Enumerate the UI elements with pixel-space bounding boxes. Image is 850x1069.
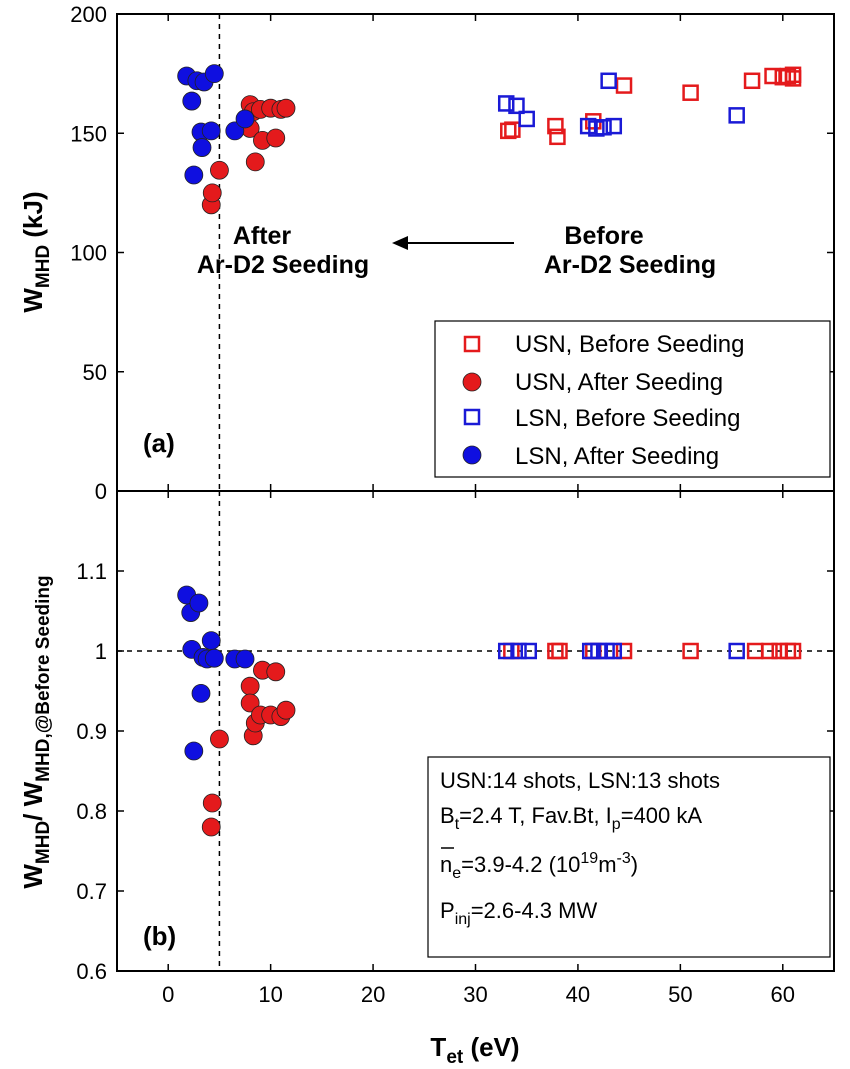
info-field-current: Bt=2.4 T, Fav.Bt, Ip=400 kA bbox=[440, 803, 702, 833]
legend-marker-usn-after bbox=[462, 372, 482, 392]
point-usn-after-seeding bbox=[240, 693, 260, 713]
point-usn-before-seeding bbox=[743, 72, 761, 90]
y-tick-label: 0.6 bbox=[76, 959, 107, 984]
annotation-before-line1: Before bbox=[564, 222, 643, 250]
legend-entry: USN, After Seeding bbox=[515, 369, 723, 396]
point-usn-before-seeding bbox=[682, 642, 699, 660]
legend-entry: LSN, After Seeding bbox=[515, 443, 719, 470]
x-tick-label: 10 bbox=[258, 982, 282, 1007]
info-power: Pinj=2.6-4.3 MW bbox=[440, 898, 597, 928]
point-usn-before-seeding bbox=[547, 117, 564, 135]
point-usn-after-seeding bbox=[266, 128, 286, 148]
point-usn-after-seeding bbox=[202, 183, 222, 203]
y-tick-label: 0.8 bbox=[76, 799, 107, 824]
y-tick-label: 1.1 bbox=[76, 559, 107, 584]
info-shots: USN:14 shots, LSN:13 shots bbox=[440, 768, 720, 793]
point-usn-after-seeding bbox=[210, 729, 229, 749]
point-usn-before-seeding bbox=[551, 642, 568, 660]
y-axis-label-b: WMHD/ WMHD,@Before Seeding bbox=[18, 575, 54, 888]
x-axis-label: Tet (eV) bbox=[430, 1032, 519, 1068]
point-lsn-after-seeding bbox=[235, 649, 255, 669]
x-tick-label: 40 bbox=[566, 982, 590, 1007]
point-usn-before-seeding bbox=[504, 121, 521, 138]
point-usn-after-seeding bbox=[266, 662, 286, 682]
legend: USN, Before Seeding USN, After Seeding L… bbox=[434, 320, 831, 478]
point-lsn-before-seeding bbox=[728, 642, 745, 660]
point-usn-after-seeding bbox=[210, 160, 229, 180]
x-tick-label: 50 bbox=[668, 982, 692, 1007]
point-usn-after-seeding bbox=[245, 152, 265, 172]
x-tick-label: 60 bbox=[771, 982, 795, 1007]
point-usn-before-seeding bbox=[682, 84, 699, 101]
point-usn-after-seeding bbox=[276, 700, 296, 720]
point-lsn-before-seeding bbox=[497, 642, 515, 660]
point-lsn-after-seeding bbox=[204, 64, 224, 84]
panel-label-a: (a) bbox=[143, 428, 175, 458]
point-lsn-after-seeding bbox=[235, 109, 255, 129]
legend-marker-lsn-before bbox=[463, 408, 481, 426]
annotation-before-line2: Ar-D2 Seeding bbox=[544, 251, 716, 279]
legend-marker-usn-before bbox=[463, 335, 481, 353]
point-lsn-before-seeding bbox=[600, 72, 617, 90]
point-lsn-after-seeding bbox=[189, 593, 209, 613]
point-lsn-before-seeding bbox=[508, 97, 525, 115]
point-lsn-before-seeding bbox=[518, 110, 535, 128]
legend-marker-lsn-after bbox=[462, 445, 482, 465]
point-lsn-before-seeding bbox=[605, 642, 623, 660]
point-lsn-before-seeding bbox=[497, 95, 515, 112]
point-usn-before-seeding bbox=[784, 642, 802, 660]
point-lsn-after-seeding bbox=[204, 648, 224, 668]
point-usn-before-seeding bbox=[615, 77, 633, 94]
info-box: USN:14 shots, LSN:13 shots Bt=2.4 T, Fav… bbox=[427, 756, 831, 958]
point-usn-before-seeding bbox=[764, 67, 781, 85]
point-lsn-before-seeding bbox=[595, 119, 612, 136]
point-usn-before-seeding bbox=[761, 642, 778, 660]
annotation-after-line1: After bbox=[233, 222, 292, 250]
point-lsn-after-seeding bbox=[182, 91, 202, 111]
point-lsn-before-seeding bbox=[605, 117, 623, 135]
info-density: ne=3.9-4.2 (1019m-3) bbox=[440, 850, 638, 882]
data-marks bbox=[177, 64, 802, 837]
info-box-frame bbox=[427, 756, 831, 958]
legend-box bbox=[434, 320, 831, 478]
point-usn-after-seeding bbox=[276, 98, 296, 118]
y-tick-label: 150 bbox=[70, 121, 107, 146]
x-tick-label: 20 bbox=[361, 982, 385, 1007]
y-tick-label: 200 bbox=[70, 2, 107, 27]
y-tick-label: 0.9 bbox=[76, 719, 107, 744]
y-tick-label: 0 bbox=[95, 479, 107, 504]
point-lsn-after-seeding bbox=[191, 684, 211, 703]
point-lsn-before-seeding bbox=[520, 642, 538, 660]
annotation-arrow-head bbox=[392, 236, 408, 250]
annotation-after-line2: Ar-D2 Seeding bbox=[197, 251, 369, 279]
point-lsn-after-seeding bbox=[192, 138, 212, 157]
point-lsn-after-seeding bbox=[184, 741, 204, 761]
point-lsn-after-seeding bbox=[184, 165, 204, 185]
point-lsn-before-seeding bbox=[510, 642, 527, 660]
point-usn-before-seeding bbox=[549, 128, 566, 146]
legend-entry: USN, Before Seeding bbox=[515, 331, 744, 358]
point-usn-after-seeding bbox=[201, 817, 221, 837]
point-usn-after-seeding bbox=[202, 793, 222, 813]
y-tick-label: 50 bbox=[83, 360, 107, 385]
point-usn-before-seeding bbox=[615, 642, 633, 660]
point-lsn-before-seeding bbox=[728, 107, 745, 124]
panel-label-b: (b) bbox=[143, 921, 176, 951]
y-axis-label-a: WMHD (kJ) bbox=[18, 191, 54, 312]
tick-layer: 0 50 100 150 200 0 10 20 30 40 50 60 0.6 0.7 0.8 0.9 1 1.… bbox=[70, 2, 834, 1007]
point-lsn-after-seeding bbox=[201, 121, 221, 141]
point-lsn-after-seeding bbox=[201, 631, 221, 650]
x-tick-label: 30 bbox=[463, 982, 487, 1007]
point-usn-after-seeding bbox=[240, 676, 260, 696]
point-usn-before-seeding bbox=[784, 70, 802, 87]
y-tick-label: 1 bbox=[95, 639, 107, 664]
y-tick-label: 0.7 bbox=[76, 879, 107, 904]
legend-entry: LSN, Before Seeding bbox=[515, 405, 740, 432]
y-tick-label: 100 bbox=[70, 241, 107, 266]
x-tick-label: 0 bbox=[162, 982, 174, 1007]
